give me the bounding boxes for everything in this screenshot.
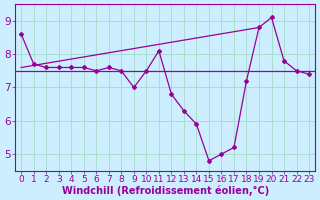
X-axis label: Windchill (Refroidissement éolien,°C): Windchill (Refroidissement éolien,°C) — [61, 185, 269, 196]
